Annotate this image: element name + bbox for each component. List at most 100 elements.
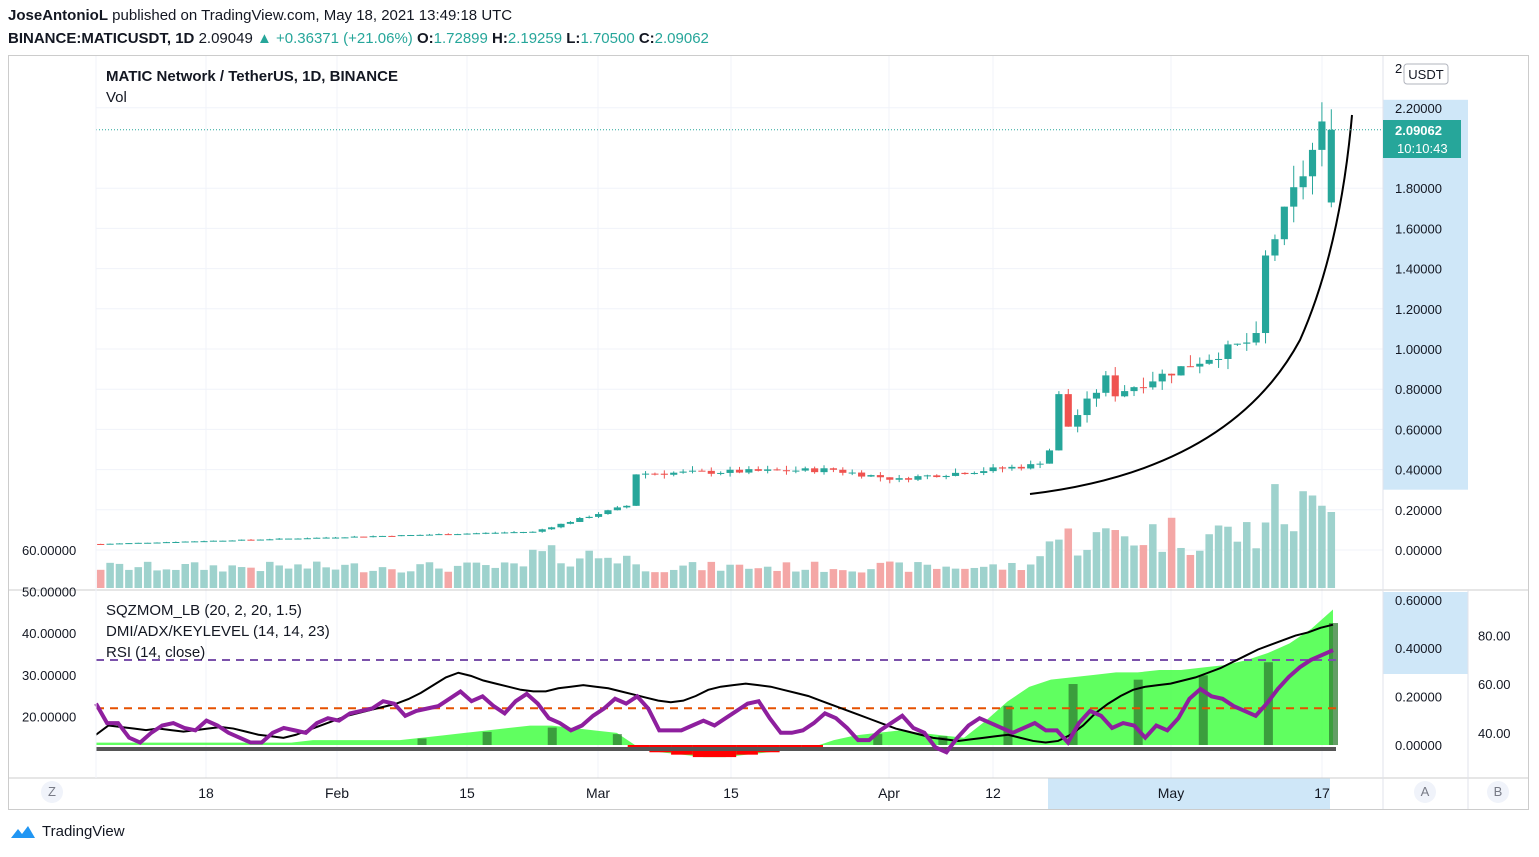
candle-body xyxy=(1092,392,1101,399)
time-tick-label: 12 xyxy=(985,785,1001,801)
volume-bar xyxy=(754,568,763,588)
candle-body xyxy=(660,473,668,475)
candle-body xyxy=(604,510,612,515)
volume-bar xyxy=(557,563,565,588)
candle-body xyxy=(294,538,302,540)
time-tick-label: 18 xyxy=(198,785,214,801)
candle-body xyxy=(623,505,631,508)
time-tick-label: 15 xyxy=(459,785,475,801)
candle-body xyxy=(1215,358,1223,360)
auto-scale-button[interactable]: A xyxy=(1414,781,1436,803)
candle-body xyxy=(1233,343,1241,345)
time-range-highlight xyxy=(1048,778,1330,809)
candle-body xyxy=(951,472,960,476)
volume-bar xyxy=(1214,525,1223,588)
trend-curve-line xyxy=(1029,114,1353,495)
candle-body xyxy=(613,507,621,511)
volume-bar xyxy=(1083,549,1091,588)
volume-bar xyxy=(1073,555,1082,588)
volume-bar xyxy=(716,570,725,588)
tradingview-footer[interactable]: TradingView xyxy=(10,823,125,840)
volume-bar xyxy=(632,564,640,588)
candle-body xyxy=(1017,466,1025,469)
osc-mid-tick-label: 0.00000 xyxy=(1395,738,1442,753)
candle-body xyxy=(1205,359,1213,364)
volume-bar xyxy=(998,569,1007,588)
squeeze-dark-bar xyxy=(1198,675,1208,745)
candle-body xyxy=(820,468,828,473)
volume-bar xyxy=(1102,528,1110,588)
currency-badge[interactable] xyxy=(1403,63,1449,85)
currency-label: USDT xyxy=(1408,67,1443,82)
candle-body xyxy=(416,534,424,536)
candle-body xyxy=(970,472,978,475)
candle-body xyxy=(144,542,152,544)
volume-bar xyxy=(763,566,772,588)
author-name[interactable]: JoseAntonioL xyxy=(8,7,108,24)
candle-body xyxy=(425,534,434,536)
volume-bar xyxy=(1149,524,1157,588)
candle-body xyxy=(454,534,462,536)
rsi-legend[interactable]: RSI (14, close) xyxy=(106,644,206,661)
candle-body xyxy=(501,532,509,534)
candle-body xyxy=(1271,239,1279,256)
candle-body xyxy=(360,536,368,538)
volume-bar xyxy=(1299,491,1307,588)
time-tick-label: Mar xyxy=(586,785,610,801)
candle-body xyxy=(782,470,791,472)
price-tick-label: 1.40000 xyxy=(1395,262,1442,277)
candle-body xyxy=(200,541,208,543)
candle-body xyxy=(1111,375,1119,397)
volume-bar xyxy=(1130,545,1138,588)
volume-bar xyxy=(219,571,227,588)
candle-body xyxy=(172,541,180,543)
candle-body xyxy=(388,535,396,537)
price-tick-label: 1.00000 xyxy=(1395,342,1442,357)
candle-body xyxy=(482,532,490,534)
close-label: C: xyxy=(638,30,655,47)
osc-right-tick-label: 80.00 xyxy=(1478,629,1511,644)
candle-body xyxy=(735,469,744,473)
volume-bar xyxy=(979,566,988,588)
sqzmom-legend[interactable]: SQZMOM_LB (20, 2, 20, 1.5) xyxy=(106,602,302,619)
volume-bar xyxy=(1280,524,1289,588)
volume-bar xyxy=(1167,517,1176,588)
dmi-legend[interactable]: DMI/ADX/KEYLEVEL (14, 14, 23) xyxy=(106,623,330,640)
price-tick-label: 0.20000 xyxy=(1395,503,1442,518)
volume-bar xyxy=(1026,564,1035,588)
volume-bar xyxy=(923,564,932,588)
candle-body xyxy=(1036,463,1044,465)
squeeze-dark-bar xyxy=(1068,684,1078,745)
price-tick-label: 0.80000 xyxy=(1395,382,1442,397)
volume-bar xyxy=(585,550,593,588)
candle-body xyxy=(745,469,753,473)
volume-bar xyxy=(106,562,114,588)
volume-bar xyxy=(294,564,302,588)
volume-bar xyxy=(698,570,706,588)
squeeze-dark-bar xyxy=(938,736,948,745)
time-tick-label: Apr xyxy=(878,785,900,801)
candle-body xyxy=(341,537,349,539)
b-button[interactable]: B xyxy=(1487,781,1509,803)
candle-body xyxy=(1121,391,1129,397)
chart-title[interactable]: MATIC Network / TetherUS, 1D, BINANCE xyxy=(106,68,398,85)
volume-bar xyxy=(782,562,791,588)
candle-body xyxy=(829,468,837,470)
squeeze-dark-bar xyxy=(1133,679,1143,745)
low-value: 1.70500 xyxy=(580,30,635,47)
candle-body xyxy=(209,540,217,542)
volume-bar xyxy=(388,569,396,588)
candle-body xyxy=(1224,344,1232,359)
volume-bar xyxy=(1036,556,1044,588)
volume-bar xyxy=(1017,570,1026,588)
volume-legend[interactable]: Vol xyxy=(106,89,127,106)
zoom-button[interactable]: Z xyxy=(41,781,63,803)
volume-bar xyxy=(576,558,584,588)
candle-body xyxy=(322,537,330,539)
candle-body xyxy=(538,529,546,532)
ohlc-line: BINANCE:MATICUSDT, 1D 2.09049 ▲ +0.36371… xyxy=(8,30,709,47)
volume-bar xyxy=(181,563,189,588)
volume-bar xyxy=(425,562,434,588)
volume-bar xyxy=(143,561,152,588)
